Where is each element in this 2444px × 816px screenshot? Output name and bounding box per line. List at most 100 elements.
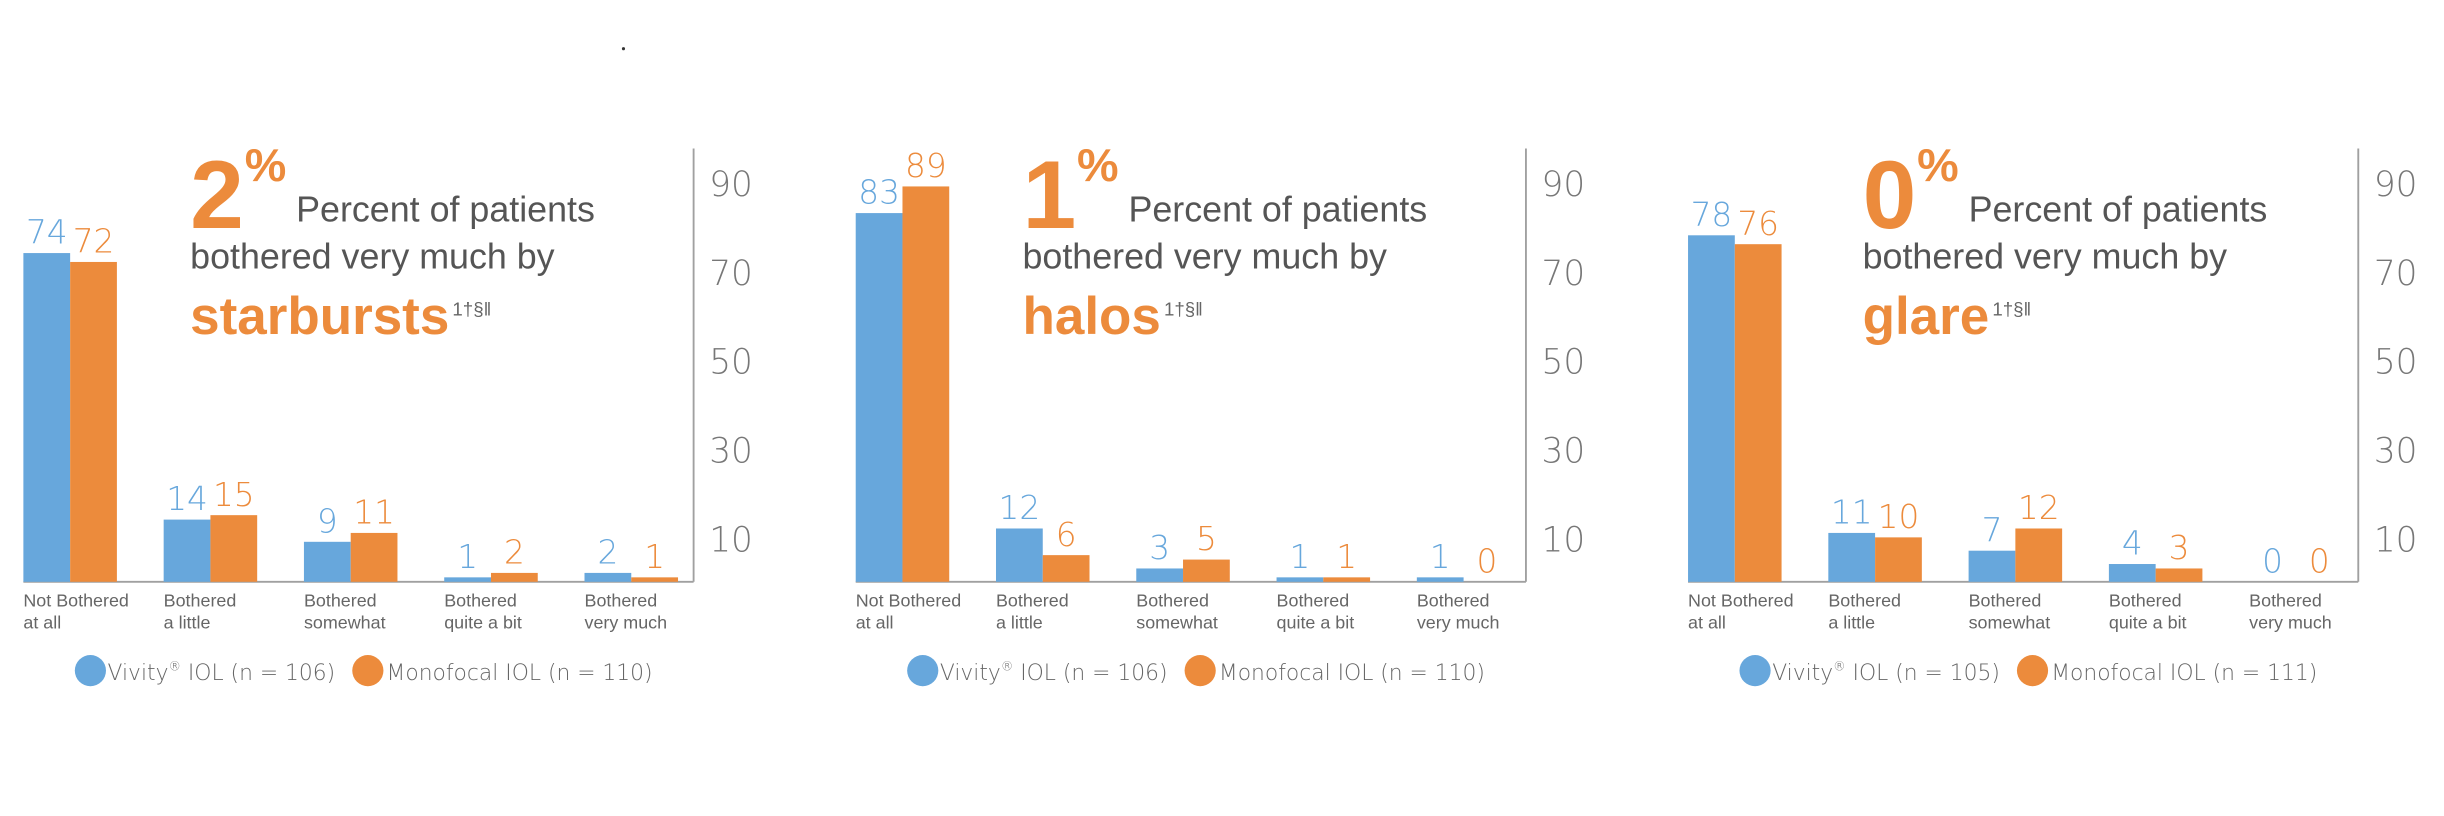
category-label-line1: Bothered	[585, 591, 658, 611]
y-tick-label: 90	[1542, 165, 1586, 205]
data-label: 5	[1196, 520, 1217, 558]
bar-monofocal	[210, 515, 258, 582]
headline-line2: bothered very much by	[190, 236, 555, 276]
headline-line1: Percent of patients	[1128, 190, 1427, 230]
y-tick-label: 70	[709, 254, 753, 294]
category-label-line1: Bothered	[444, 591, 517, 611]
legend-swatch-vivity	[1739, 655, 1771, 687]
data-label: 12	[999, 489, 1041, 527]
bar-monofocal	[350, 532, 398, 582]
category-label-line1: Bothered	[2109, 591, 2182, 611]
category-label-line1: Bothered	[1136, 591, 1209, 611]
bar-monofocal	[631, 577, 679, 582]
category-label-line2: at all	[1688, 613, 1726, 633]
legend-label-vivity: Vivity® IOL (n = 106)	[108, 659, 336, 686]
category-label-line2: somewhat	[304, 613, 386, 633]
bar-monofocal	[490, 572, 538, 582]
bar-vivity	[163, 519, 211, 582]
legend-vivity-name: Vivity	[940, 661, 1001, 686]
data-label: 1	[644, 538, 665, 576]
keyword: glare	[1863, 287, 1990, 346]
y-tick-label: 50	[709, 343, 753, 383]
keyword: starbursts	[190, 287, 449, 346]
data-label: 12	[2018, 489, 2060, 527]
data-label: 2	[597, 534, 618, 572]
data-label: 76	[1737, 205, 1779, 243]
category-label-line2: very much	[2249, 613, 2332, 633]
bar-vivity	[1688, 235, 1735, 582]
footnote-marks: 1†§‖	[1164, 298, 1203, 319]
legend-swatch-vivity	[74, 655, 106, 687]
bar-monofocal	[1734, 244, 1782, 582]
category-label-line1: Bothered	[1828, 591, 1901, 611]
category-label-line1: Bothered	[304, 591, 377, 611]
y-tick-label: 90	[709, 165, 753, 205]
data-label: 15	[213, 476, 255, 514]
category-label-line2: a little	[164, 613, 211, 633]
category-label-line2: very much	[1417, 613, 1500, 633]
legend-label-vivity: Vivity® IOL (n = 105)	[1772, 659, 2000, 686]
legend-vivity-n: IOL (n = 105)	[1846, 661, 2000, 686]
category-label-line1: Not Bothered	[1688, 591, 1794, 611]
legend-vivity-name: Vivity	[108, 661, 169, 686]
legend-swatch-monofocal	[352, 655, 384, 687]
legend-label-vivity: Vivity® IOL (n = 106)	[940, 659, 1168, 686]
headline-line2: bothered very much by	[1022, 236, 1387, 276]
data-label: 83	[858, 174, 900, 212]
data-label: 1	[1430, 538, 1451, 576]
bar-monofocal	[902, 186, 950, 582]
data-label: 1	[457, 538, 478, 576]
category-label-line2: at all	[856, 613, 894, 633]
data-label: 3	[1149, 529, 1170, 567]
data-label: 0	[2262, 542, 2283, 580]
bar-vivity	[1828, 532, 1876, 582]
data-label: 11	[1831, 494, 1873, 532]
y-tick-label: 10	[1542, 520, 1586, 560]
registered-mark: ®	[168, 659, 180, 674]
data-label: 89	[905, 147, 947, 185]
bar-vivity	[444, 577, 491, 582]
registered-mark: ®	[1001, 659, 1013, 674]
keyword: halos	[1022, 287, 1160, 346]
data-label: 72	[73, 223, 115, 261]
registered-mark: ®	[1833, 659, 1845, 674]
headline-percent-sign: %	[245, 139, 287, 191]
legend-vivity-n: IOL (n = 106)	[1013, 661, 1167, 686]
y-tick-label: 70	[1542, 254, 1586, 294]
bar-vivity	[23, 253, 71, 582]
category-label-line2: a little	[1828, 613, 1875, 633]
data-label: 10	[1878, 498, 1920, 536]
category-label-line2: quite a bit	[444, 613, 522, 633]
bar-vivity	[1136, 568, 1184, 582]
y-tick-label: 50	[2374, 343, 2418, 383]
y-tick-label: 70	[2374, 254, 2418, 294]
bar-monofocal	[1875, 537, 1922, 582]
data-label: 2	[504, 534, 525, 572]
bar-monofocal	[70, 261, 117, 582]
y-tick-label: 50	[1542, 343, 1586, 383]
headline-percent: 1	[1022, 142, 1076, 249]
data-label: 0	[1477, 542, 1498, 580]
data-label: 7	[1982, 511, 2003, 549]
bar-monofocal	[1183, 559, 1230, 582]
headline-percent-sign: %	[1077, 139, 1119, 191]
category-label-line1: Not Bothered	[23, 591, 129, 611]
legend-vivity-n: IOL (n = 106)	[181, 661, 335, 686]
category-label-line1: Bothered	[2249, 591, 2322, 611]
category-label-line1: Bothered	[164, 591, 237, 611]
data-label: 11	[353, 494, 395, 532]
stray-dot	[621, 47, 626, 51]
category-label-line2: a little	[996, 613, 1043, 633]
legend-swatch-monofocal	[2016, 655, 2049, 687]
data-label: 14	[166, 480, 208, 518]
footnote-marks: 1†§‖	[452, 298, 491, 319]
category-label-line1: Bothered	[996, 591, 1069, 611]
bar-vivity	[1968, 550, 2016, 582]
y-tick-label: 30	[709, 432, 753, 472]
category-label-line2: quite a bit	[2109, 613, 2187, 633]
bar-vivity	[2108, 564, 2156, 582]
